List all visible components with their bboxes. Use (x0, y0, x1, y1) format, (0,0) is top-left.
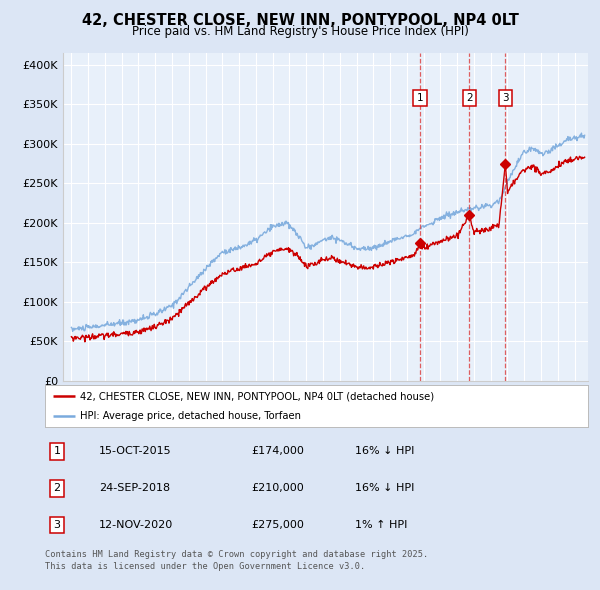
Text: 42, CHESTER CLOSE, NEW INN, PONTYPOOL, NP4 0LT: 42, CHESTER CLOSE, NEW INN, PONTYPOOL, N… (82, 13, 518, 28)
Text: 3: 3 (502, 93, 509, 103)
Text: 16% ↓ HPI: 16% ↓ HPI (355, 483, 414, 493)
Text: 1% ↑ HPI: 1% ↑ HPI (355, 520, 407, 530)
Text: HPI: Average price, detached house, Torfaen: HPI: Average price, detached house, Torf… (80, 411, 301, 421)
Text: 2: 2 (466, 93, 473, 103)
Text: 2: 2 (53, 483, 61, 493)
Text: £210,000: £210,000 (251, 483, 304, 493)
Text: 16% ↓ HPI: 16% ↓ HPI (355, 447, 414, 457)
Text: £174,000: £174,000 (251, 447, 304, 457)
Text: 24-SEP-2018: 24-SEP-2018 (100, 483, 170, 493)
Text: 1: 1 (417, 93, 424, 103)
Text: 12-NOV-2020: 12-NOV-2020 (100, 520, 173, 530)
Text: £275,000: £275,000 (251, 520, 304, 530)
Text: 42, CHESTER CLOSE, NEW INN, PONTYPOOL, NP4 0LT (detached house): 42, CHESTER CLOSE, NEW INN, PONTYPOOL, N… (80, 391, 434, 401)
Text: 3: 3 (53, 520, 61, 530)
Text: Price paid vs. HM Land Registry's House Price Index (HPI): Price paid vs. HM Land Registry's House … (131, 25, 469, 38)
Text: 15-OCT-2015: 15-OCT-2015 (100, 447, 172, 457)
Text: 1: 1 (53, 447, 61, 457)
Text: Contains HM Land Registry data © Crown copyright and database right 2025.
This d: Contains HM Land Registry data © Crown c… (45, 550, 428, 571)
